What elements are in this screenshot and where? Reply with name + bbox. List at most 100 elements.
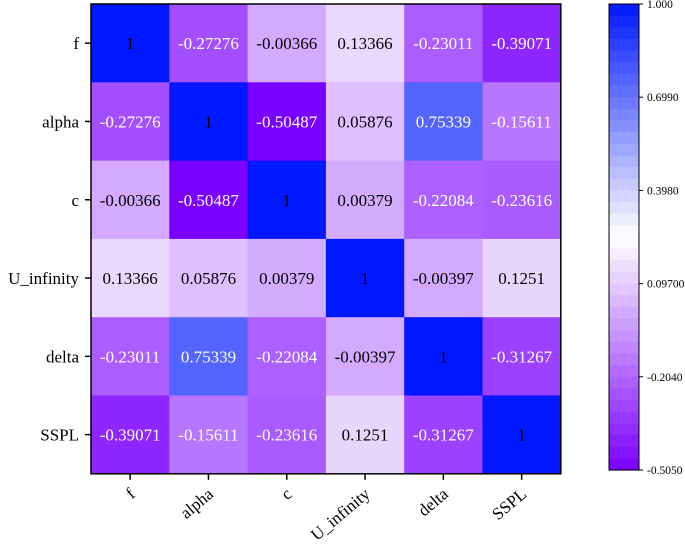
colorbar-step	[609, 376, 639, 390]
cell-value-label: -0.23616	[256, 426, 317, 445]
heatmap-cell	[482, 238, 562, 318]
colorbar-step	[609, 423, 639, 436]
colorbar-tick-label: -0.5050	[647, 465, 683, 477]
colorbar-step	[609, 50, 639, 63]
heatmap-cell	[404, 160, 483, 240]
cell-value-label: -0.00366	[256, 34, 317, 53]
x-tick-label: f	[122, 484, 139, 502]
heatmap-cell	[91, 317, 170, 396]
heatmap-cell	[404, 395, 483, 475]
colorbar-step	[609, 446, 639, 459]
colorbar-step	[609, 365, 639, 378]
heatmap-cell	[247, 395, 327, 475]
cell-value-label: -0.00397	[413, 269, 474, 288]
heatmap-cell	[169, 317, 249, 396]
colorbar-step	[609, 73, 639, 87]
cell-value-label: 0.13366	[103, 269, 158, 288]
colorbar-step	[609, 213, 639, 226]
colorbar-step	[609, 178, 639, 191]
colorbar-step	[609, 295, 639, 308]
x-tick-label: alpha	[177, 484, 218, 523]
colorbar-tick-label: 1.000	[647, 0, 673, 11]
cell-value-label: 0.05876	[181, 269, 236, 288]
heatmap-cell	[325, 317, 405, 396]
colorbar-tick-label: 0.6990	[647, 92, 679, 104]
heatmap-cell	[91, 395, 170, 475]
cell-value-label: -0.22084	[413, 191, 474, 210]
cell-value-label: 1	[126, 34, 135, 53]
colorbar-tick-label: 0.3980	[647, 185, 679, 197]
colorbar-step	[609, 458, 639, 471]
cell-value-label: -0.23616	[491, 191, 552, 210]
cell-value-label: 0.1251	[498, 269, 545, 288]
y-tick-label: f	[73, 34, 79, 53]
colorbar-step	[609, 306, 639, 320]
colorbar-step	[609, 190, 639, 203]
colorbar-step	[609, 97, 639, 110]
heatmap-cell	[325, 4, 405, 83]
colorbar-step	[609, 260, 639, 273]
heatmap-cell	[325, 395, 405, 475]
colorbar-step	[609, 225, 639, 238]
colorbar-step	[609, 388, 639, 401]
colorbar-step	[609, 132, 639, 145]
heatmap-cell	[482, 395, 562, 475]
colorbar-step	[609, 15, 639, 28]
heatmap-cell	[482, 4, 562, 83]
colorbar-step	[609, 108, 639, 122]
heatmap-cell	[325, 238, 405, 318]
colorbar-tick-label: -0.2040	[647, 372, 683, 384]
cell-value-label: -0.00397	[335, 347, 396, 366]
cell-value-label: -0.50487	[256, 112, 317, 131]
cell-value-label: 0.75339	[416, 112, 471, 131]
colorbar-step	[609, 400, 639, 413]
cell-value-label: -0.15611	[492, 112, 552, 131]
heatmap-cell	[404, 82, 483, 162]
colorbar-step	[609, 4, 639, 17]
cell-value-label: -0.23011	[100, 347, 160, 366]
heatmap-cell	[404, 317, 483, 396]
colorbar-step	[609, 143, 639, 157]
colorbar-step	[609, 271, 639, 285]
cell-value-label: -0.31267	[491, 347, 552, 366]
colorbar-step	[609, 167, 639, 180]
cell-value-label: 0.05876	[337, 112, 392, 131]
colorbar-step	[609, 248, 639, 261]
cell-value-label: 1	[517, 426, 526, 445]
cell-value-label: 0.00379	[259, 269, 314, 288]
heatmap-cell	[169, 82, 249, 162]
x-tick-label: SSPL	[488, 484, 530, 523]
colorbar-step	[609, 85, 639, 98]
cell-value-label: -0.23011	[413, 34, 473, 53]
y-tick-label: alpha	[42, 112, 79, 131]
colorbar-step	[609, 38, 639, 52]
cell-value-label: -0.27276	[100, 112, 161, 131]
x-tick-label: delta	[414, 484, 452, 520]
heatmap-cell	[247, 82, 327, 162]
heatmap-cells: 1 -0.27276 -0.00366 0.13366 -0.23011 -0.39071…	[91, 4, 562, 475]
cell-value-label: 0.00379	[337, 191, 392, 210]
heatmap-cell	[91, 82, 170, 162]
heatmap-cell	[169, 395, 249, 475]
cell-value-label: 1	[361, 269, 370, 288]
colorbar-frame	[608, 3, 640, 471]
heatmap-cell	[91, 238, 170, 318]
heatmap-cell	[325, 160, 405, 240]
heatmap-cell	[404, 238, 483, 318]
cell-value-label: -0.15611	[178, 426, 238, 445]
cell-value-label: 0.1251	[342, 426, 389, 445]
cell-value-label: 1	[283, 191, 292, 210]
heatmap-cell	[169, 160, 249, 240]
cell-value-label: -0.39071	[491, 34, 552, 53]
colorbar-step	[609, 341, 639, 355]
colorbar-step	[609, 318, 639, 331]
cell-value-label: 1	[204, 112, 213, 131]
colorbar-step	[609, 353, 639, 366]
cell-value-label: -0.27276	[178, 34, 239, 53]
heatmap-cell	[247, 317, 327, 396]
y-tick-label: delta	[46, 347, 79, 366]
heatmap-cell	[91, 160, 170, 240]
heatmap-cell	[247, 4, 327, 83]
